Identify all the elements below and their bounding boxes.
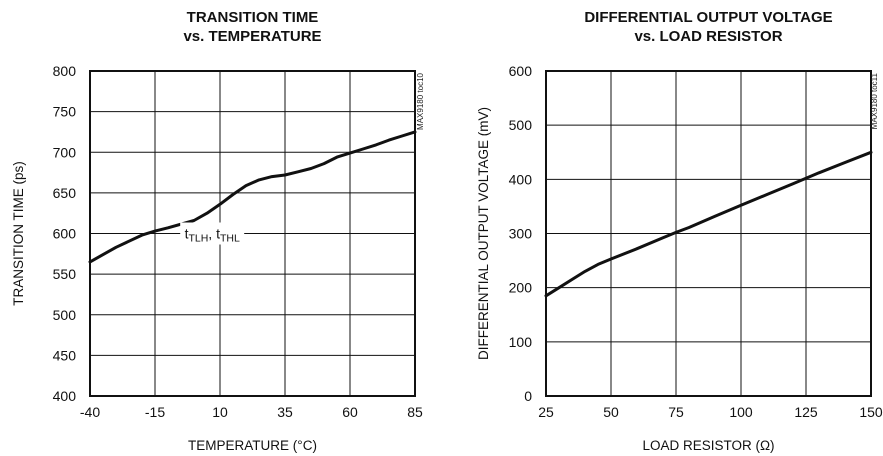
figure-tag: MAX9180 toc10 — [416, 72, 425, 129]
y-axis-label: DIFFERENTIAL OUTPUT VOLTAGE (mV) — [476, 107, 491, 360]
annotation-text: t — [216, 226, 220, 242]
annotation-background — [180, 222, 245, 245]
x-tick-label: 150 — [859, 404, 883, 420]
x-tick-label: 60 — [342, 404, 358, 420]
y-tick-label: 0 — [524, 388, 532, 404]
chart-2: DIFFERENTIAL OUTPUT VOLTAGE vs. LOAD RESI… — [476, 9, 883, 453]
annotation-text: t — [185, 226, 189, 242]
y-tick-label: 550 — [53, 266, 77, 282]
x-axis-label: TEMPERATURE (°C) — [188, 438, 317, 453]
chart-title-line: vs. LOAD RESISTOR — [634, 28, 782, 45]
y-tick-label: 650 — [53, 185, 77, 201]
y-tick-label: 100 — [509, 334, 533, 350]
x-tick-label: -40 — [80, 404, 100, 420]
y-tick-label: 400 — [53, 388, 77, 404]
y-tick-label: 500 — [509, 117, 533, 133]
x-tick-label: 35 — [277, 404, 293, 420]
chart-title-line: TRANSITION TIME — [187, 9, 319, 26]
figure-tag: MAX9180 toc11 — [870, 72, 879, 129]
x-tick-label: 85 — [407, 404, 423, 420]
annotation-subscript: THL — [220, 233, 240, 245]
x-tick-label: 100 — [729, 404, 753, 420]
chart-1: TRANSITION TIME vs. TEMPERATURE -40 -15 10 35… — [11, 9, 425, 453]
x-tick-label: 25 — [538, 404, 554, 420]
x-tick-label: 75 — [668, 404, 684, 420]
x-tick-label: 125 — [794, 404, 818, 420]
chart-title-line: DIFFERENTIAL OUTPUT VOLTAGE — [584, 9, 832, 26]
annotation-text: , — [208, 226, 216, 242]
curve-annotation: tTLH, tTHL — [185, 226, 240, 245]
y-tick-label: 200 — [509, 280, 533, 296]
x-axis-label: LOAD RESISTOR (Ω) — [642, 438, 774, 453]
y-tick-label: 600 — [53, 226, 77, 242]
plot-frame — [89, 70, 416, 397]
x-tick-label: -15 — [145, 404, 165, 420]
series-line — [544, 150, 873, 298]
y-axis-label: TRANSITION TIME (ps) — [11, 161, 26, 306]
series-line — [88, 130, 417, 264]
y-tick-label: 400 — [509, 171, 533, 187]
x-tick-label: 10 — [212, 404, 228, 420]
y-tick-label: 600 — [509, 63, 533, 79]
plot-frame — [545, 70, 872, 397]
chart-title-line: vs. TEMPERATURE — [183, 28, 321, 45]
y-tick-label: 800 — [53, 63, 77, 79]
y-tick-label: 700 — [53, 144, 77, 160]
y-tick-label: 300 — [509, 226, 533, 242]
y-tick-label: 500 — [53, 307, 77, 323]
y-tick-label: 450 — [53, 347, 77, 363]
y-tick-label: 750 — [53, 104, 77, 120]
annotation-subscript: TLH — [188, 233, 208, 245]
x-tick-label: 50 — [603, 404, 619, 420]
